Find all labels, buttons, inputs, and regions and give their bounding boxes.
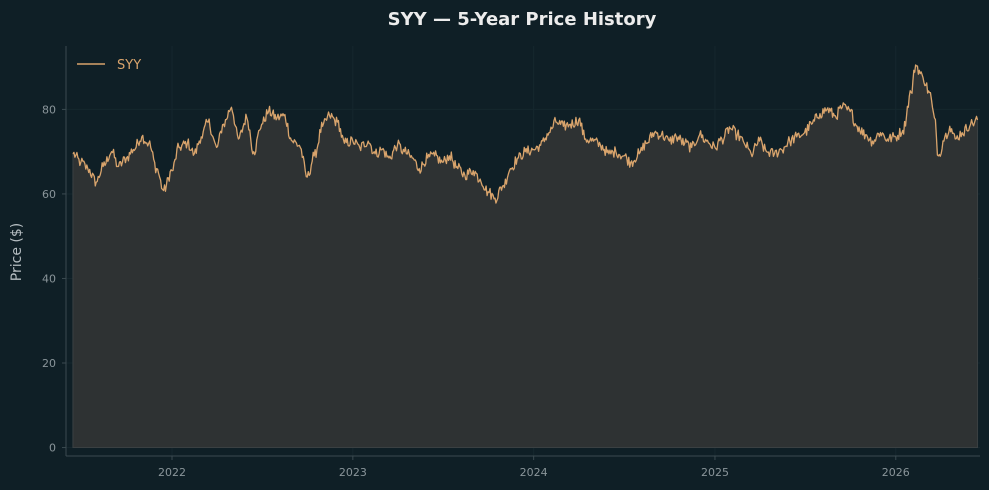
plot-area bbox=[72, 63, 979, 449]
ticks: 0 20 40 60 80 2022 2023 2024 2025 2026 bbox=[42, 103, 910, 479]
legend: SYY bbox=[77, 58, 141, 73]
y-axis-label: Price ($) bbox=[9, 223, 25, 281]
x-tick-label: 2024 bbox=[520, 466, 548, 479]
x-tick-label: 2022 bbox=[158, 466, 186, 479]
y-tick-label: 20 bbox=[42, 357, 56, 370]
series-line-syy bbox=[72, 64, 979, 204]
x-tick-label: 2023 bbox=[339, 466, 367, 479]
y-tick-label: 60 bbox=[42, 188, 56, 201]
axes bbox=[65, 46, 980, 457]
legend-label-syy: SYY bbox=[117, 58, 141, 73]
y-tick-label: 40 bbox=[42, 272, 56, 285]
x-tick-label: 2026 bbox=[882, 466, 910, 479]
chart-title: SYY — 5-Year Price History bbox=[388, 9, 657, 30]
y-tick-label: 80 bbox=[42, 103, 56, 116]
y-tick-label: 0 bbox=[49, 442, 56, 455]
x-tick-label: 2025 bbox=[701, 466, 729, 479]
